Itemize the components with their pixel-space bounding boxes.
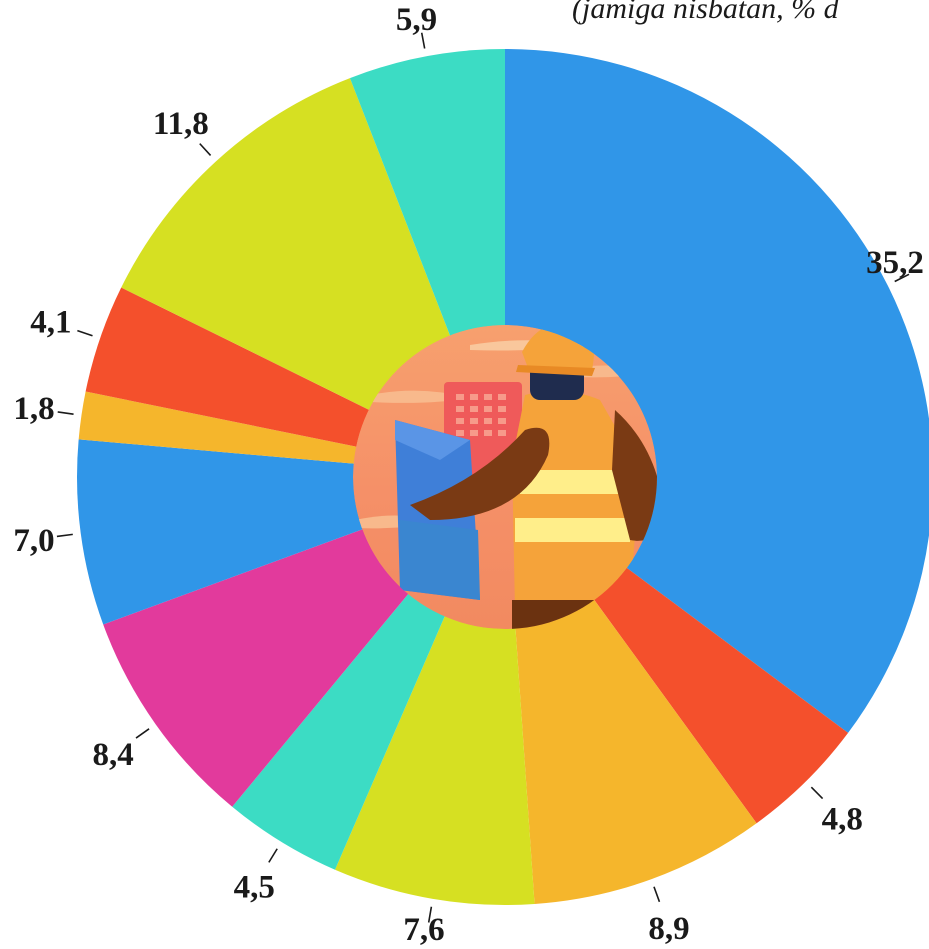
worker-illustration bbox=[353, 325, 657, 629]
leader-line bbox=[653, 886, 661, 903]
leader-line bbox=[268, 848, 278, 863]
slice-value-label: 7,6 bbox=[403, 912, 444, 948]
slice-value-label: 8,4 bbox=[93, 737, 134, 773]
leader-line bbox=[57, 411, 74, 416]
leader-line bbox=[77, 329, 93, 337]
leader-line bbox=[135, 728, 150, 739]
slice-value-label: 4,1 bbox=[30, 305, 71, 341]
slice-labels: 35,2 4,8 8,9 7,6 4,5 8,4 7,0 1,8 4,1 11,8 5,9 bbox=[13, 2, 924, 948]
leader-line bbox=[810, 786, 824, 800]
leader-line bbox=[427, 906, 433, 923]
leader-line bbox=[420, 32, 426, 49]
slice-value-label: 7,0 bbox=[13, 523, 54, 559]
slice-value-label: 8,9 bbox=[648, 911, 689, 947]
slice-value-label: 5,9 bbox=[396, 2, 437, 38]
slice-value-label: 4,8 bbox=[822, 802, 863, 838]
leader-line bbox=[894, 273, 910, 283]
leader-line bbox=[56, 533, 73, 538]
slice-value-label: 1,8 bbox=[13, 391, 54, 427]
slice-value-label: 11,8 bbox=[153, 106, 209, 142]
slice-value-label: 35,2 bbox=[866, 245, 924, 281]
slice-value-label: 4,5 bbox=[234, 869, 275, 905]
chart-subtitle: (jamiga nisbatan, % d bbox=[572, 0, 840, 25]
leader-line bbox=[199, 143, 212, 156]
pie-slice bbox=[505, 49, 929, 733]
